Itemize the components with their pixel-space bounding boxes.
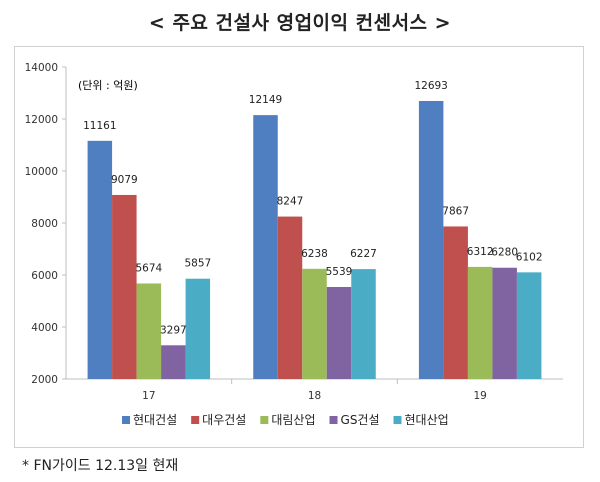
bar [443,226,468,379]
legend-swatch [122,416,130,424]
data-label: 3297 [160,324,187,336]
bar [492,267,517,379]
data-label: 12693 [414,80,447,92]
bar [516,272,542,379]
y-tick-label: 14000 [25,62,58,74]
data-label: 11161 [83,120,116,132]
data-label: 5674 [135,262,162,274]
y-tick-label: 12000 [25,114,58,126]
bar [185,278,211,379]
legend-label: 현대산업 [405,413,449,427]
bar [136,283,162,379]
legend-swatch [393,416,402,424]
bar [112,194,137,379]
y-tick-label: 2000 [31,374,58,386]
data-label: 6238 [301,248,328,260]
bar [87,140,113,379]
data-label: 12149 [249,94,282,106]
data-label: 6280 [491,247,518,259]
data-label: 5539 [326,266,353,278]
x-tick-label: 19 [473,390,486,402]
legend-label: 현대건설 [133,413,177,427]
legend-swatch [260,416,269,424]
data-label: 9079 [111,174,138,186]
y-tick-label: 10000 [25,166,58,178]
data-label: 8247 [277,196,304,208]
bar [302,268,327,379]
data-label: 7867 [442,205,469,217]
bar [467,266,493,379]
bar [418,100,444,380]
legend-swatch [329,416,338,424]
bar [161,345,186,379]
x-tick-label: 18 [308,390,321,402]
y-tick-label: 4000 [31,322,58,334]
data-label: 6102 [516,251,543,263]
legend-label: 대우건설 [202,413,246,427]
bar [253,115,278,379]
bar [351,269,376,379]
y-tick-label: 8000 [31,218,58,230]
chart-title: < 주요 건설사 영업이익 컨센서스 > [148,12,452,34]
y-tick-label: 6000 [31,270,58,282]
legend-swatch [191,416,200,424]
footnote: * FN가이드 12.13일 현재 [22,458,179,474]
data-label: 6227 [350,248,377,260]
unit-label: (단위 : 억원) [78,79,138,92]
bar [277,216,303,379]
bar [326,286,352,379]
data-label: 5857 [184,258,211,270]
legend-label: 대림산업 [271,413,315,427]
legend-label: GS건설 [341,413,380,427]
x-tick-label: 17 [142,390,155,402]
data-label: 6312 [467,246,494,258]
